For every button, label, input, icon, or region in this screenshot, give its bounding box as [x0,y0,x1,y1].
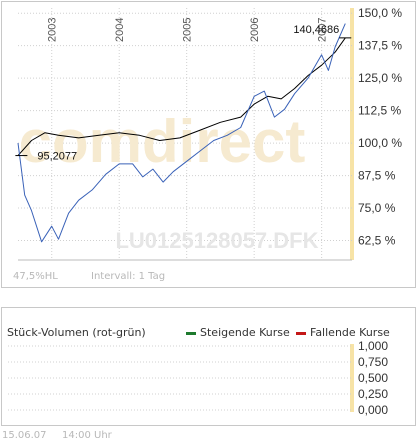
volume-tick-label: 0,500 [358,371,388,385]
volume-highlight-band [350,344,354,412]
y-tick-label: 75,0 % [358,201,396,215]
volume-tick-label: 0,250 [358,387,388,401]
y-tick-label: 125,0 % [358,71,402,85]
volume-tick-label: 0,000 [358,403,388,417]
legend-up-swatch [186,332,196,335]
watermark-brand: comdirect [19,108,306,175]
footer-date: 15.06.07 [2,430,47,441]
hl-label: 47,5%HL [13,271,58,282]
y-tick-label: 150,0 % [358,6,402,20]
x-tick-label: 2005 [182,18,194,42]
price-chart-panel: comdirect LU0125128057.DFK 150,0 % 137,5 … [1,1,416,288]
volume-title: Stück-Volumen (rot-grün) [7,326,146,339]
price-chart: comdirect LU0125128057.DFK 150,0 % 137,5 … [15,6,402,261]
y-tick-label: 137,5 % [358,39,402,53]
legend-down-swatch [296,332,306,335]
x-tick-label: 2004 [114,18,126,42]
series-line-0 [17,37,346,156]
interval-label: Intervall: 1 Tag [91,271,166,282]
volume-tick-label: 0,750 [358,355,388,369]
legend-down-label: Fallende Kurse [310,326,390,339]
volume-panel: 1,000 0,750 0,500 0,250 0,000 Stück-Volumen … [1,307,416,426]
y-tick-label: 100,0 % [358,136,402,150]
watermark-isin: LU0125128057.DFK [115,228,318,253]
footer-time: 14:00 Uhr [62,430,112,441]
x-tick-label: 2003 [47,18,59,42]
x-tick-label: 2007 [317,18,329,42]
legend-up-label: Steigende Kurse [200,326,290,339]
series-line-1 [17,23,346,243]
y-tick-label: 112,5 % [358,104,401,118]
y-tick-label: 87,5 % [358,169,396,183]
annotation-label: 95,2077 [37,151,77,163]
y-tick-label: 62,5 % [358,234,396,248]
x-tick-label: 2006 [249,18,261,42]
highlight-band [350,8,354,260]
annotation-label: 140,4686 [293,24,339,36]
volume-chart: 1,000 0,750 0,500 0,250 0,000 [8,339,388,417]
volume-tick-label: 1,000 [358,339,388,353]
